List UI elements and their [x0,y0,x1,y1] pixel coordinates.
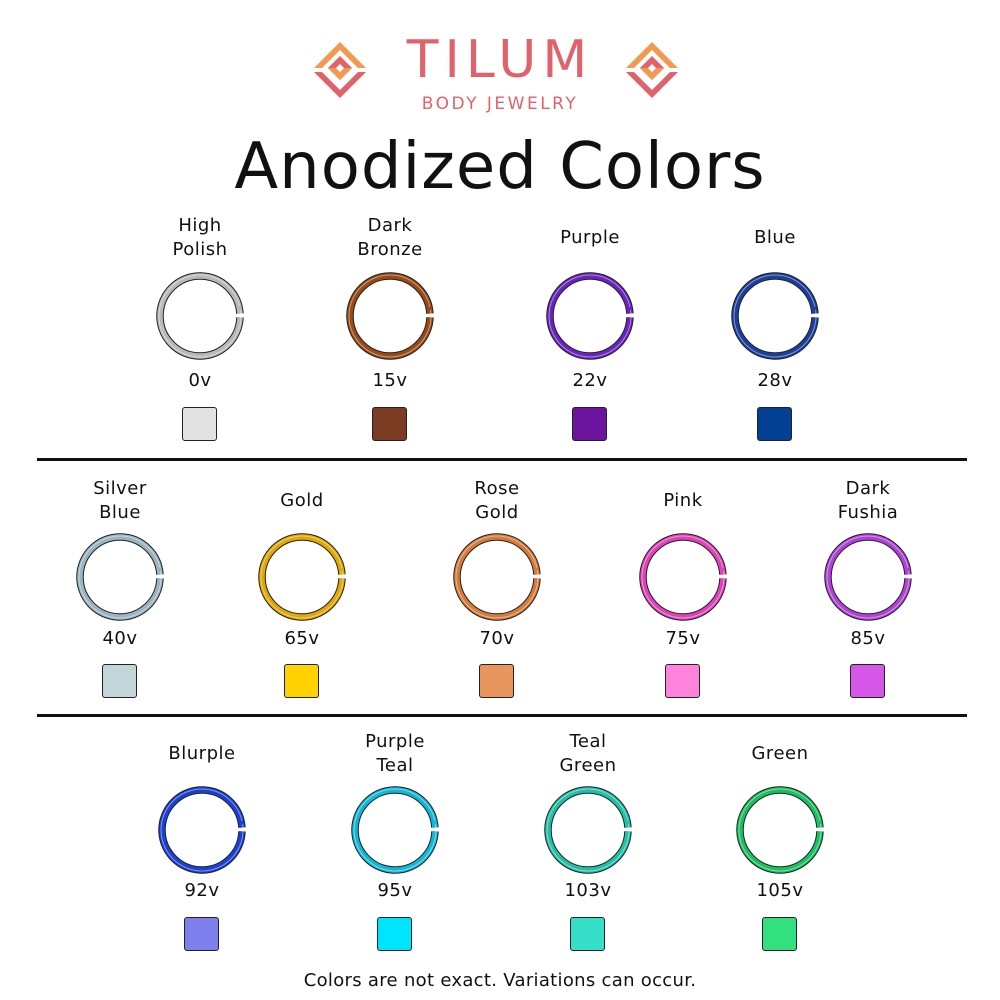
color-name: High Polish [110,214,290,263]
color-name-line: Purple [365,730,425,752]
color-name-line: Gold [280,489,324,511]
color-name-line: Purple [560,226,620,248]
ring-icon [158,786,246,874]
voltage-label: 85v [850,628,886,649]
page-title: Anodized Colors [234,130,766,204]
color-name: Teal Green [498,730,678,779]
color-name-line: Pink [663,489,703,511]
ring-icon [546,272,634,360]
color-name: Gold [212,489,392,514]
color-name-line: Bronze [357,239,423,260]
voltage-label: 95v [377,880,413,901]
color-name-line: Blue [754,226,796,248]
color-name-line: Silver [93,477,147,499]
logo-diamond-right-icon [626,42,678,98]
ring-icon [824,533,912,621]
row-divider [37,714,967,717]
color-name-line: Green [751,742,809,764]
color-swatch [182,407,217,441]
color-name: Silver Blue [30,477,210,526]
brand-tagline: BODY JEWELRY [421,94,579,114]
color-name-line: Dark [367,214,413,236]
ring-icon [731,272,819,360]
color-name-line: Polish [172,239,228,260]
voltage-label: 75v [665,628,701,649]
color-name-line: Gold [475,502,519,523]
ring-icon [736,786,824,874]
color-name: Pink [593,489,773,514]
color-name-line: Teal [569,730,607,752]
voltage-label: 105v [756,880,804,901]
voltage-label: 0v [188,370,212,391]
color-name: Dark Bronze [300,214,480,263]
color-name-line: High [178,214,222,236]
color-swatch [762,917,797,951]
disclaimer: Colors are not exact. Variations can occ… [303,970,697,991]
voltage-label: 92v [184,880,220,901]
color-name: Blurple [112,742,292,767]
voltage-label: 70v [479,628,515,649]
color-name-line: Teal [376,755,414,776]
ring-icon [258,533,346,621]
color-swatch [284,664,319,698]
color-swatch [572,407,607,441]
voltage-label: 15v [372,370,408,391]
color-swatch [479,664,514,698]
ring-icon [76,533,164,621]
voltage-label: 103v [564,880,612,901]
color-name-line: Green [559,755,617,776]
color-name: Blue [685,226,865,251]
color-swatch [570,917,605,951]
color-name: Rose Gold [407,477,587,526]
voltage-label: 28v [757,370,793,391]
ring-icon [639,533,727,621]
color-name-line: Dark [845,477,891,499]
color-name: Purple Teal [305,730,485,779]
ring-icon [351,786,439,874]
logo-diamond-left-icon [314,42,366,98]
brand-name: TILUM [406,30,594,90]
color-name-line: Fushia [837,502,899,523]
color-name-line: Blue [99,502,141,523]
row-divider [37,458,967,461]
color-swatch [850,664,885,698]
color-swatch [184,917,219,951]
color-name: Green [690,742,870,767]
color-swatch [102,664,137,698]
color-name: Purple [500,226,680,251]
voltage-label: 40v [102,628,138,649]
ring-icon [156,272,244,360]
ring-icon [453,533,541,621]
color-swatch [757,407,792,441]
voltage-label: 22v [572,370,608,391]
color-swatch [372,407,407,441]
color-swatch [665,664,700,698]
voltage-label: 65v [284,628,320,649]
ring-icon [544,786,632,874]
color-name-line: Rose [474,477,520,499]
color-name: Dark Fushia [778,477,958,526]
color-swatch [377,917,412,951]
ring-icon [346,272,434,360]
color-name-line: Blurple [168,742,236,764]
